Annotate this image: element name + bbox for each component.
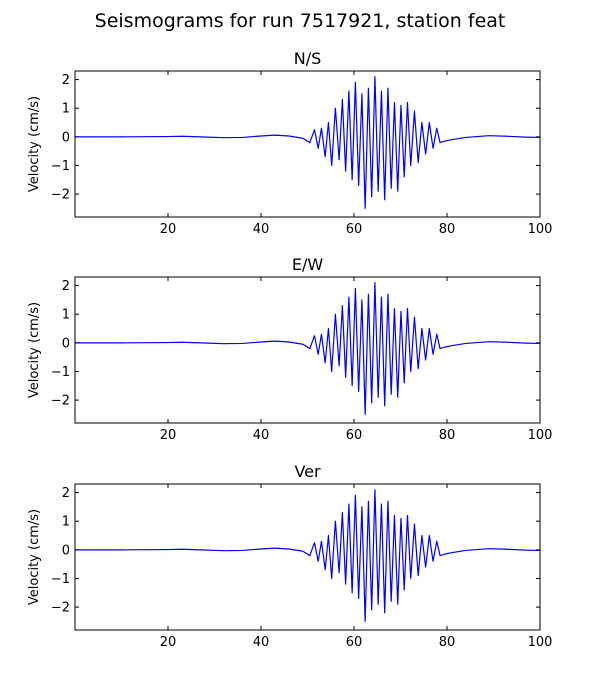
seismogram-line — [75, 76, 541, 210]
y-tick-label: −1 — [51, 365, 70, 380]
figure-title: Seismograms for run 7517921, station fea… — [94, 10, 506, 32]
x-tick: 60 — [346, 484, 363, 650]
y-axis-label: Velocity (cm/s) — [27, 302, 42, 398]
x-tick: 80 — [439, 484, 456, 650]
x-tick: 40 — [253, 277, 270, 443]
x-tick: 80 — [439, 71, 456, 237]
y-tick: 1 — [62, 308, 540, 323]
y-tick-label: 2 — [62, 486, 70, 501]
x-tick-label: 100 — [528, 635, 553, 650]
y-tick-label: 1 — [62, 102, 70, 117]
seismogram-line — [75, 489, 541, 623]
plot-frame — [74, 483, 541, 631]
x-tick: 60 — [346, 277, 363, 443]
y-tick: 1 — [62, 515, 540, 530]
y-tick: −1 — [51, 159, 540, 174]
panel-title: E/W — [292, 255, 324, 274]
x-tick-label: 40 — [253, 428, 270, 443]
y-tick-label: −1 — [51, 572, 70, 587]
x-tick: 40 — [253, 484, 270, 650]
y-tick-label: 1 — [62, 515, 70, 530]
x-tick: 40 — [253, 71, 270, 237]
y-tick-label: 0 — [62, 543, 70, 558]
chart-panel-ew: E/W Velocity (cm/s) 20 40 60 80 100 −2 −1 0 1 2 — [27, 255, 552, 443]
x-tick-label: 20 — [160, 635, 177, 650]
x-tick: 20 — [160, 277, 177, 443]
seismogram-line — [75, 282, 541, 416]
y-tick: 2 — [62, 279, 540, 294]
x-tick-label: 40 — [253, 635, 270, 650]
chart-panel-ns: N/S Velocity (cm/s) 20 40 60 80 100 −2 −1 0 1 2 — [27, 49, 552, 237]
y-tick: 2 — [62, 73, 540, 88]
x-tick-label: 80 — [439, 222, 456, 237]
y-tick: −2 — [51, 601, 540, 616]
x-tick-label: 20 — [160, 428, 177, 443]
x-tick-label: 40 — [253, 222, 270, 237]
x-tick: 60 — [346, 71, 363, 237]
y-tick-label: 0 — [62, 130, 70, 145]
panel-title: Ver — [294, 462, 321, 481]
y-tick-label: 0 — [62, 336, 70, 351]
x-tick-label: 60 — [346, 428, 363, 443]
x-tick-label: 20 — [160, 222, 177, 237]
x-tick-label: 100 — [528, 428, 553, 443]
y-tick-label: 2 — [62, 279, 70, 294]
y-axis-label: Velocity (cm/s) — [27, 96, 42, 192]
x-tick-label: 60 — [346, 222, 363, 237]
y-tick: −2 — [51, 394, 540, 409]
x-tick: 80 — [439, 277, 456, 443]
y-tick: 1 — [62, 102, 540, 117]
panel-title: N/S — [294, 49, 322, 68]
y-axis-label: Velocity (cm/s) — [27, 509, 42, 605]
y-tick: −2 — [51, 188, 540, 203]
y-tick-label: −1 — [51, 159, 70, 174]
y-tick: −1 — [51, 365, 540, 380]
chart-panel-ver: Ver Velocity (cm/s) 20 40 60 80 100 −2 −1 0 1 2 — [27, 462, 552, 650]
x-tick: 20 — [160, 484, 177, 650]
plot-frame — [74, 70, 541, 218]
x-tick-label: 80 — [439, 428, 456, 443]
y-tick-label: −2 — [51, 601, 70, 616]
x-tick-label: 80 — [439, 635, 456, 650]
y-tick-label: 2 — [62, 73, 70, 88]
y-tick: 2 — [62, 486, 540, 501]
y-tick-label: −2 — [51, 188, 70, 203]
plot-frame — [74, 276, 541, 424]
y-tick: −1 — [51, 572, 540, 587]
y-tick-label: −2 — [51, 394, 70, 409]
x-tick: 20 — [160, 71, 177, 237]
y-tick-label: 1 — [62, 308, 70, 323]
x-tick-label: 60 — [346, 635, 363, 650]
x-tick-label: 100 — [528, 222, 553, 237]
